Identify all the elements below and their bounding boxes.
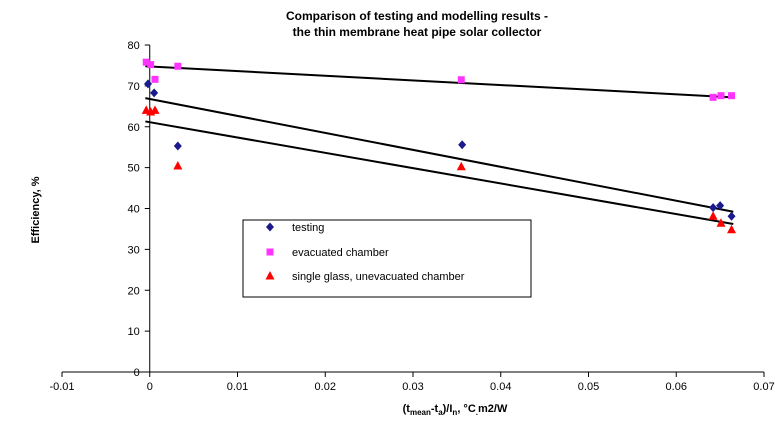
legend-label: single glass, unevacuated chamber [292, 271, 465, 283]
data-markers [141, 58, 737, 234]
data-point-triangle [150, 105, 160, 114]
data-point-triangle [173, 160, 183, 170]
data-point-diamond [716, 201, 725, 211]
x-axis-label-part: m2/W [478, 403, 508, 415]
y-tick-label: 20 [128, 285, 140, 297]
x-axis-label-sub: a [438, 408, 443, 417]
legend-marker-square [266, 248, 274, 256]
x-tick-label: -0.01 [49, 381, 74, 393]
y-axis-label: Efficiency, % [30, 176, 42, 243]
y-tick-label: 50 [128, 163, 140, 175]
x-tick-label: 0.04 [490, 381, 511, 393]
y-tick-label: 30 [128, 244, 140, 256]
trend-line [145, 120, 734, 226]
chart-title-line-1: Comparison of testing and modelling resu… [286, 9, 548, 23]
data-point-square [717, 92, 725, 100]
trend-line [145, 65, 734, 99]
data-point-diamond [727, 211, 736, 221]
data-point-diamond [143, 79, 152, 89]
legend-box [242, 219, 532, 298]
y-tick-label: 40 [128, 204, 140, 216]
x-tick-label: 0.07 [753, 381, 774, 393]
trend-line [145, 97, 734, 213]
data-point-diamond [150, 88, 159, 98]
x-ticks: -0.01 0 0.01 0.02 0.03 0.04 0.05 0.06 0.07 [49, 372, 775, 393]
data-point-triangle [708, 211, 718, 220]
data-point-triangle [727, 224, 737, 234]
x-tick-label: 0.05 [578, 381, 599, 393]
y-tick-label: 70 [128, 81, 140, 93]
legend-marker-triangle [265, 271, 275, 280]
data-point-square [142, 58, 150, 66]
data-point-square [709, 93, 717, 101]
data-point-square [147, 61, 155, 69]
x-axis-label-sub: mean [410, 408, 431, 417]
data-point-diamond [709, 203, 718, 213]
x-axis-label-part: , °C [457, 403, 476, 415]
y-tick-label: 10 [128, 326, 140, 338]
legend-marker-diamond [266, 222, 274, 232]
x-tick-label: 0.01 [227, 381, 248, 393]
data-point-diamond [458, 140, 467, 150]
trend-lines [145, 65, 734, 226]
data-point-square [151, 75, 159, 83]
legend-label: testing [292, 222, 324, 234]
y-tick-label: 60 [128, 122, 140, 134]
x-tick-label: 0.06 [666, 381, 687, 393]
x-axis-label-part: -t [431, 403, 439, 415]
chart-title-line-2: the thin membrane heat pipe solar collec… [293, 25, 542, 39]
x-tick-label: 0 [147, 381, 153, 393]
x-axis-label-part: )/I [443, 403, 453, 415]
data-point-square [457, 76, 465, 84]
data-point-diamond [173, 141, 182, 151]
data-point-square [728, 92, 736, 100]
legend: testing evacuated chamber single glass, un… [242, 219, 532, 298]
data-point-triangle [716, 218, 726, 227]
legend-label: evacuated chamber [292, 247, 389, 259]
data-point-triangle [456, 161, 466, 171]
y-tick-label: 80 [128, 40, 140, 52]
data-point-square [174, 62, 182, 70]
x-axis-label: (tmean-ta)/In, °C.m2/W [403, 403, 508, 417]
y-ticks: 0 10 20 30 40 50 60 70 80 [128, 40, 150, 379]
x-tick-label: 0.02 [315, 381, 336, 393]
x-tick-label: 0.03 [402, 381, 423, 393]
x-axis-label-sub: n [452, 408, 457, 417]
x-axis-label-sub: . [476, 408, 478, 417]
x-axis-label-part: (t [403, 403, 411, 415]
y-tick-label: 0 [134, 367, 140, 379]
